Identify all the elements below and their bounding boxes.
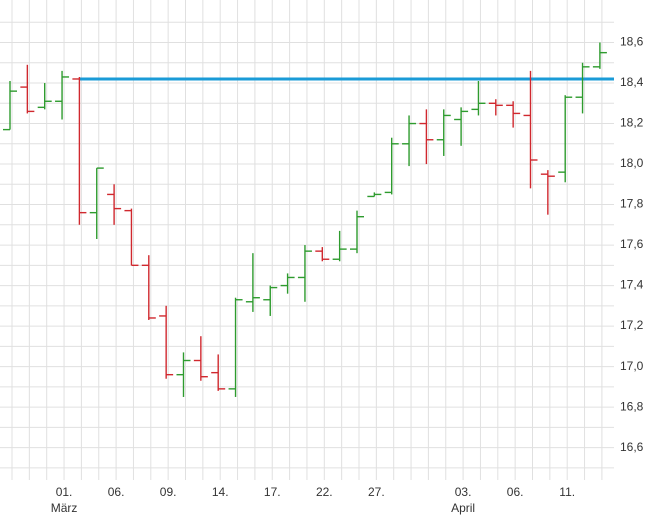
y-tick-label: 18,2 bbox=[620, 116, 644, 130]
month-label: April bbox=[451, 501, 475, 515]
x-tick-label: 22. bbox=[316, 485, 333, 499]
y-tick-label: 17,2 bbox=[620, 318, 644, 332]
y-tick-label: 16,8 bbox=[620, 399, 644, 413]
x-tick-label: 06. bbox=[507, 485, 524, 499]
x-tick-label: 01. bbox=[56, 485, 73, 499]
y-tick-label: 17,0 bbox=[620, 359, 644, 373]
x-tick-label: 09. bbox=[160, 485, 177, 499]
month-label: März bbox=[51, 501, 78, 515]
y-tick-label: 18,4 bbox=[620, 75, 644, 89]
x-tick-label: 27. bbox=[368, 485, 385, 499]
y-tick-label: 16,6 bbox=[620, 440, 644, 454]
x-tick-label: 14. bbox=[212, 485, 229, 499]
x-tick-label: 03. bbox=[455, 485, 472, 499]
y-tick-label: 18,6 bbox=[620, 35, 644, 49]
y-tick-label: 17,4 bbox=[620, 278, 644, 292]
x-tick-label: 06. bbox=[108, 485, 125, 499]
y-tick-label: 17,6 bbox=[620, 237, 644, 251]
x-tick-label: 17. bbox=[264, 485, 281, 499]
y-tick-label: 17,8 bbox=[620, 197, 644, 211]
x-tick-label: 11. bbox=[559, 485, 575, 499]
y-tick-label: 18,0 bbox=[620, 156, 644, 170]
